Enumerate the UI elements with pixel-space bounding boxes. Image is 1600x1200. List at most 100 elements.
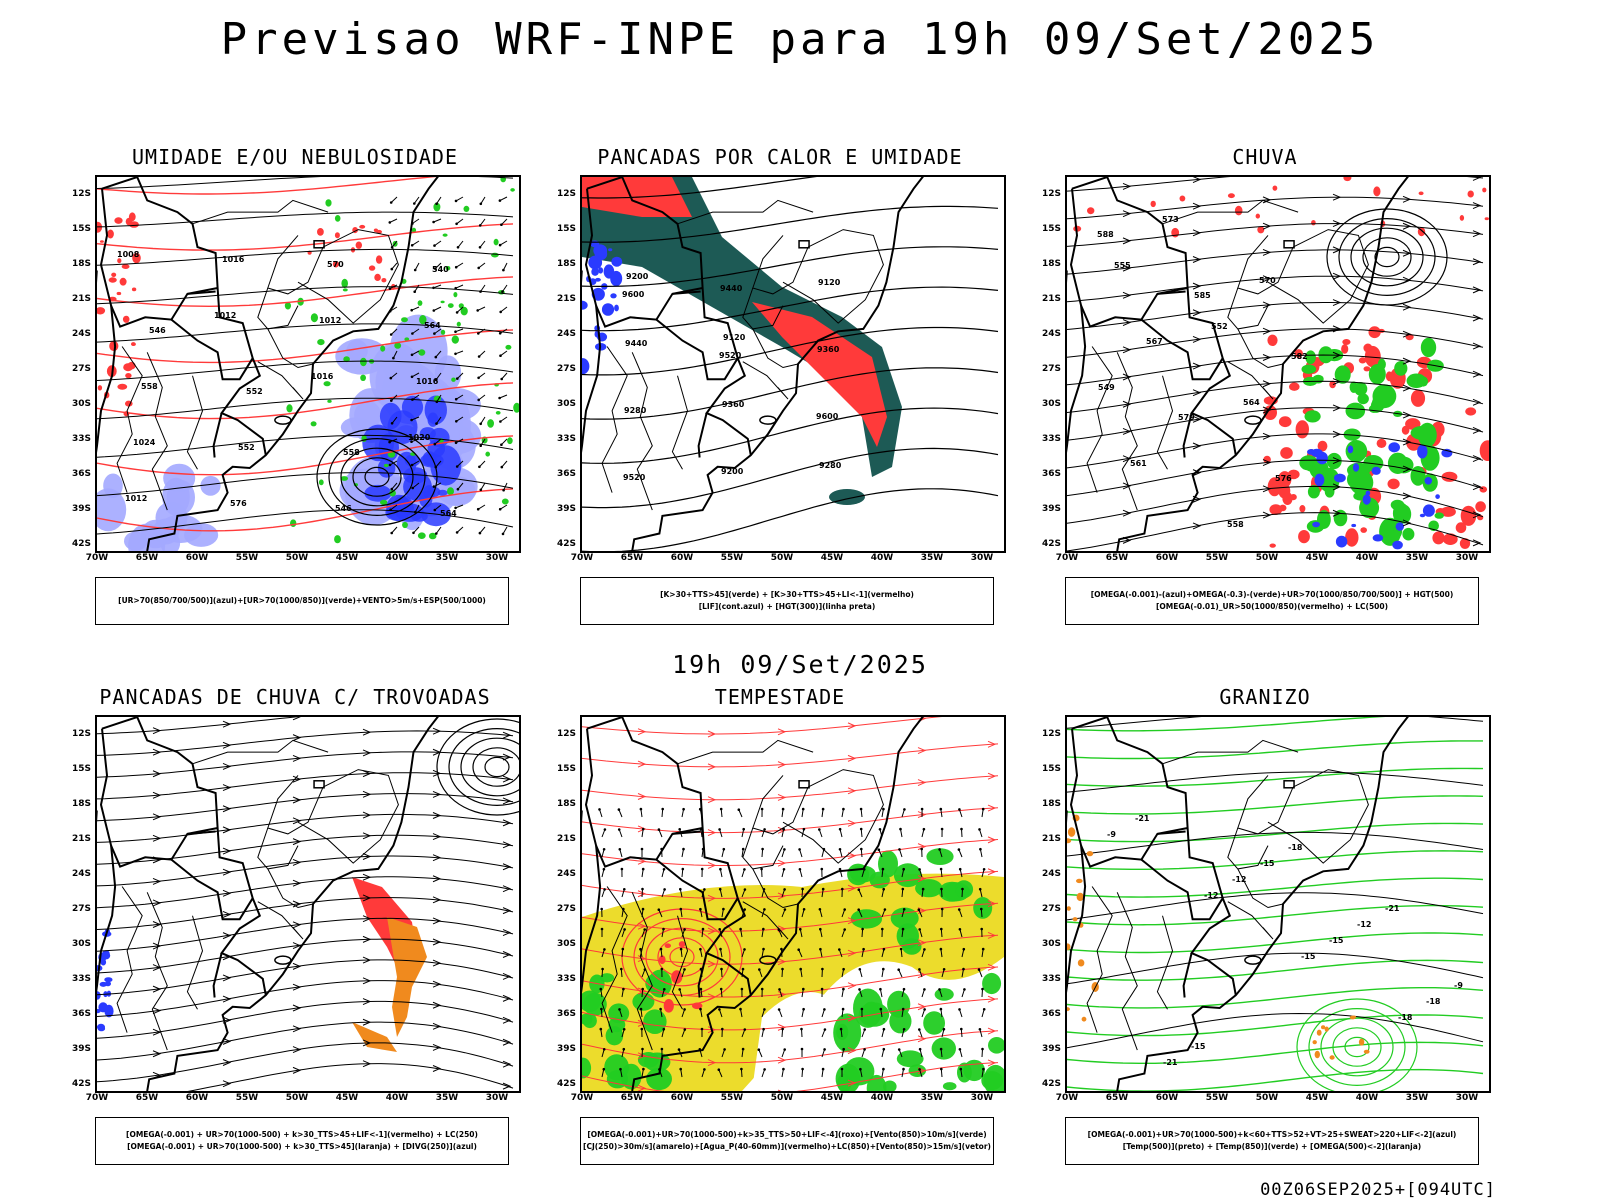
- lon-tick-label: 55W: [1205, 553, 1229, 563]
- lat-tick-label: 36S: [556, 469, 576, 479]
- map-chuva[interactable]: 588 585 582 579 576 573 570 567 564 561 558 555 552 5…: [1065, 175, 1491, 553]
- contour-label: 9440: [720, 284, 743, 293]
- map-canvas: -9 -12 -15 -18 -21 -12 -15 -18 -21 -15 -12 -9 -15 -18…: [1067, 717, 1484, 1091]
- legend-line: [OMEGA(-0.001)+UR>70(1000-500)+k<60+TTS>…: [1087, 1130, 1457, 1139]
- lat-tick-label: 18S: [556, 259, 576, 269]
- field-shading: [307, 224, 396, 290]
- lon-tick-label: 45W: [1305, 1093, 1329, 1103]
- field-shading: [1312, 1015, 1370, 1060]
- map-umidade[interactable]: 1008 1012 1016 1020 1012 1016 1012 1016 1024 576 5…: [95, 175, 521, 553]
- lat-tick-label: 15S: [1041, 224, 1061, 234]
- lon-tick-label: 60W: [670, 1093, 694, 1103]
- main-title: Previsao WRF-INPE para 19h 09/Set/2025: [220, 14, 1380, 65]
- map-trovoadas[interactable]: [95, 715, 521, 1093]
- streamlines: [582, 177, 999, 551]
- lon-tick-label: 55W: [235, 1093, 259, 1103]
- panel-umidade: UMIDADE E/OU NEBULOSIDADE 12S 15S 18S 21S 24S…: [55, 145, 535, 625]
- lat-tick-label: 36S: [1041, 1009, 1061, 1019]
- map-pancadas_calor[interactable]: 9600 9520 9600 9520 9440 9360 9280 9200 9120 9440…: [580, 175, 1006, 553]
- lon-tick-label: 35W: [920, 553, 944, 563]
- lat-tick-label: 42S: [556, 539, 576, 549]
- lat-tick-label: 42S: [71, 1079, 91, 1089]
- contour-label: -15: [1191, 1042, 1206, 1051]
- lon-tick-label: 60W: [185, 1093, 209, 1103]
- map-geography: [582, 177, 924, 551]
- contour-label: 9520: [623, 473, 646, 482]
- map-granizo[interactable]: -9 -12 -15 -18 -21 -12 -15 -18 -21 -15 -12 -9 -15 -18…: [1065, 715, 1491, 1093]
- lat-tick-label: 24S: [556, 329, 576, 339]
- map-geography: [1067, 177, 1409, 551]
- contour-label: 552: [246, 387, 263, 396]
- lat-tick-label: 21S: [1041, 294, 1061, 304]
- lat-tick-label: 42S: [1041, 1079, 1061, 1089]
- legend-line: [LIF](cont.azul) + [HGT(300)](linha pret…: [698, 602, 876, 611]
- lon-tick-label: 40W: [870, 1093, 894, 1103]
- panel-chuva: CHUVA 12S 15S 18S 21S 24S 27S 30S 33S 36S 39S 42S 70…: [1025, 145, 1505, 625]
- contour-label: 579: [1178, 413, 1195, 422]
- contour-label: 9440: [625, 339, 648, 348]
- contour-label: -21: [1163, 1058, 1178, 1067]
- panel-granizo: GRANIZO 12S 15S 18S 21S 24S 27S 30S 33S 36S 39S 42S…: [1025, 685, 1505, 1165]
- streamlines: [1067, 717, 1484, 1049]
- lon-tick-label: 50W: [285, 1093, 309, 1103]
- contour-label: -21: [1385, 904, 1400, 913]
- lon-tick-label: 65W: [620, 1093, 644, 1103]
- lat-tick-label: 39S: [71, 504, 91, 514]
- lat-tick-label: 12S: [1041, 189, 1061, 199]
- lon-tick-label: 45W: [820, 1093, 844, 1103]
- contour-label: -21: [1135, 814, 1150, 823]
- lon-tick-label: 35W: [920, 1093, 944, 1103]
- lon-tick-label: 60W: [1155, 553, 1179, 563]
- field-shading: [833, 848, 1004, 1091]
- contour-label: 546: [335, 504, 352, 513]
- lon-tick-label: 65W: [1105, 1093, 1129, 1103]
- map-geography: [97, 717, 439, 1091]
- contour-label: 1012: [214, 311, 236, 320]
- lon-tick-label: 45W: [335, 1093, 359, 1103]
- panel-title: PANCADAS POR CALOR E UMIDADE: [597, 145, 963, 169]
- contour-label: 1020: [408, 433, 431, 442]
- lon-tick-label: 65W: [620, 553, 644, 563]
- contour-label: 546: [149, 326, 166, 335]
- contour-label: 573: [1162, 215, 1179, 224]
- lat-tick-label: 15S: [556, 224, 576, 234]
- lat-tick-label: 36S: [1041, 469, 1061, 479]
- field-shading: [582, 240, 623, 375]
- lat-tick-label: 24S: [71, 329, 91, 339]
- lon-tick-label: 35W: [1405, 553, 1429, 563]
- contour-label: 9280: [624, 406, 647, 415]
- contour-label: 1012: [319, 316, 341, 325]
- streamlines: [97, 177, 514, 532]
- legend-line: [OMEGA(-0.001) + UR>70(1000-500) + k>30_…: [127, 1142, 477, 1151]
- legend-line: [UR>70(850/700/500)](azul)+[UR>70(1000/8…: [118, 596, 486, 605]
- lat-tick-label: 30S: [71, 399, 91, 409]
- run-info: 00Z06SEP2025+[094UTC]: [1260, 1180, 1496, 1200]
- contour-label: -15: [1301, 952, 1316, 961]
- lon-tick-label: 50W: [1255, 1093, 1279, 1103]
- contour-label: 1016: [311, 372, 334, 381]
- contour-label: 558: [343, 448, 360, 457]
- lon-tick-label: 35W: [435, 1093, 459, 1103]
- instability-zone: [582, 177, 902, 505]
- legend-box: [OMEGA(-0.001)+UR>70(1000-500)+k<60+TTS>…: [1065, 1117, 1479, 1165]
- lon-tick-label: 60W: [670, 553, 694, 563]
- lon-tick-label: 40W: [385, 1093, 409, 1103]
- lon-tick-label: 50W: [1255, 553, 1279, 563]
- contour-label: 9600: [816, 412, 839, 421]
- contour-label: 570: [327, 260, 344, 269]
- lat-tick-label: 12S: [71, 189, 91, 199]
- panel-title: TEMPESTADE: [714, 685, 846, 709]
- lon-tick-label: 35W: [1405, 1093, 1429, 1103]
- lat-tick-label: 30S: [1041, 939, 1061, 949]
- lat-tick-label: 24S: [556, 869, 576, 879]
- lon-tick-label: 55W: [720, 553, 744, 563]
- contour-label: 564: [1243, 398, 1260, 407]
- lat-tick-label: 33S: [556, 434, 576, 444]
- lon-tick-label: 30W: [485, 1093, 509, 1103]
- contour-label: 588: [1097, 230, 1114, 239]
- lat-tick-label: 36S: [556, 1009, 576, 1019]
- map-tempestade[interactable]: [580, 715, 1006, 1093]
- lon-tick-label: 60W: [1155, 1093, 1179, 1103]
- contour-label: 549: [1098, 383, 1115, 392]
- streamlines: [1067, 717, 1484, 1091]
